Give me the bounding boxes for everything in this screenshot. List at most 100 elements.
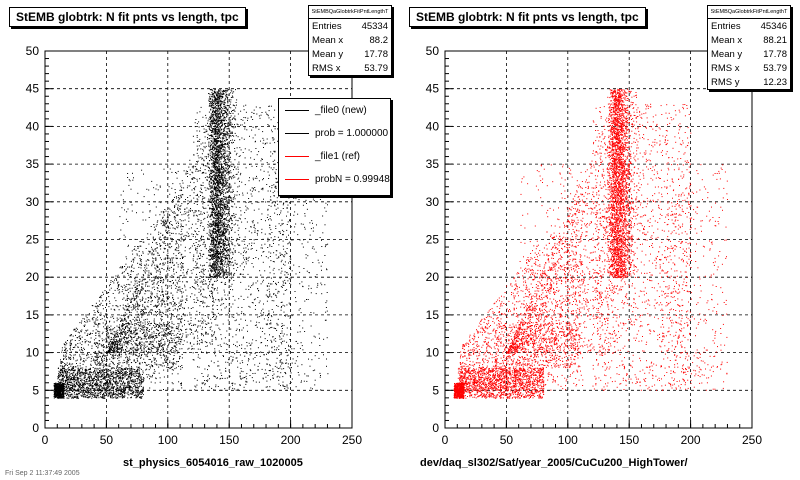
- data-point: [211, 334, 213, 336]
- data-point: [78, 336, 80, 338]
- data-point: [126, 296, 128, 298]
- data-point: [140, 391, 142, 393]
- data-point: [74, 396, 76, 398]
- data-point: [174, 303, 176, 305]
- data-point: [58, 397, 60, 399]
- data-point: [71, 384, 72, 386]
- data-point: [59, 372, 61, 373]
- data-point: [101, 362, 103, 364]
- data-point: [141, 299, 143, 301]
- data-point: [87, 329, 89, 331]
- data-point: [170, 261, 172, 263]
- data-point: [148, 336, 150, 338]
- data-point: [69, 348, 71, 350]
- data-point: [140, 267, 142, 269]
- data-point: [117, 394, 119, 396]
- data-point: [120, 367, 122, 369]
- data-point: [162, 351, 164, 353]
- data-point: [112, 358, 114, 360]
- data-point: [59, 389, 61, 391]
- data-point: [170, 318, 172, 320]
- data-point: [66, 377, 67, 379]
- data-point: [62, 391, 64, 393]
- data-point: [105, 313, 107, 315]
- data-point: [94, 356, 96, 357]
- data-point: [84, 318, 85, 320]
- data-point: [126, 308, 128, 310]
- data-point: [180, 185, 182, 187]
- data-point: [130, 301, 132, 302]
- data-point: [198, 267, 200, 269]
- data-point: [162, 362, 164, 364]
- data-point: [118, 355, 120, 357]
- data-point: [63, 358, 65, 360]
- data-point: [94, 359, 96, 361]
- data-point: [61, 349, 63, 351]
- data-point: [92, 319, 94, 321]
- data-point: [108, 300, 110, 302]
- data-point: [121, 267, 123, 269]
- data-point: [149, 375, 151, 377]
- data-point: [89, 371, 91, 372]
- data-point: [115, 300, 117, 302]
- data-point: [115, 377, 117, 379]
- data-point: [181, 339, 183, 341]
- data-point: [82, 383, 84, 385]
- data-point: [53, 390, 55, 392]
- data-point: [127, 377, 129, 379]
- data-point: [123, 337, 125, 339]
- data-point: [182, 266, 184, 268]
- data-point: [215, 336, 216, 338]
- data-point: [173, 265, 175, 266]
- data-point: [125, 370, 127, 372]
- data-point: [215, 263, 217, 264]
- data-point: [204, 213, 205, 214]
- data-point: [70, 372, 72, 374]
- data-point: [60, 368, 62, 370]
- data-point: [152, 257, 153, 259]
- data-point: [135, 328, 137, 330]
- data-point: [102, 390, 104, 392]
- data-point: [141, 325, 143, 327]
- data-point: [159, 325, 161, 327]
- data-point: [97, 392, 99, 394]
- data-point: [117, 369, 119, 371]
- data-point: [173, 334, 175, 336]
- data-point: [122, 307, 124, 309]
- data-point: [164, 248, 166, 250]
- data-point: [136, 302, 138, 304]
- data-point: [136, 332, 138, 334]
- data-point: [185, 302, 186, 303]
- data-point: [157, 282, 159, 284]
- data-point: [133, 386, 135, 388]
- data-point: [123, 369, 125, 370]
- data-point: [67, 372, 69, 374]
- data-point: [80, 357, 82, 359]
- data-point: [203, 207, 205, 209]
- data-point: [128, 394, 130, 396]
- data-point: [63, 396, 65, 398]
- data-point: [156, 349, 158, 351]
- data-point: [161, 267, 163, 269]
- data-point: [108, 335, 110, 337]
- data-point: [137, 336, 139, 338]
- data-point: [59, 386, 61, 388]
- data-point: [157, 326, 159, 328]
- data-point: [148, 300, 150, 301]
- data-point: [145, 327, 147, 329]
- data-point: [84, 383, 86, 385]
- data-point: [166, 358, 168, 360]
- data-point: [166, 297, 168, 299]
- data-point: [122, 319, 124, 321]
- data-point: [142, 344, 144, 346]
- data-point: [132, 380, 134, 382]
- data-point: [194, 282, 196, 284]
- scatter-points: [53, 88, 329, 399]
- data-point: [62, 394, 64, 396]
- data-point: [117, 349, 119, 350]
- data-point: [111, 341, 113, 343]
- data-point: [104, 363, 106, 365]
- data-point: [158, 303, 160, 305]
- data-point: [127, 327, 129, 329]
- data-point: [84, 342, 86, 344]
